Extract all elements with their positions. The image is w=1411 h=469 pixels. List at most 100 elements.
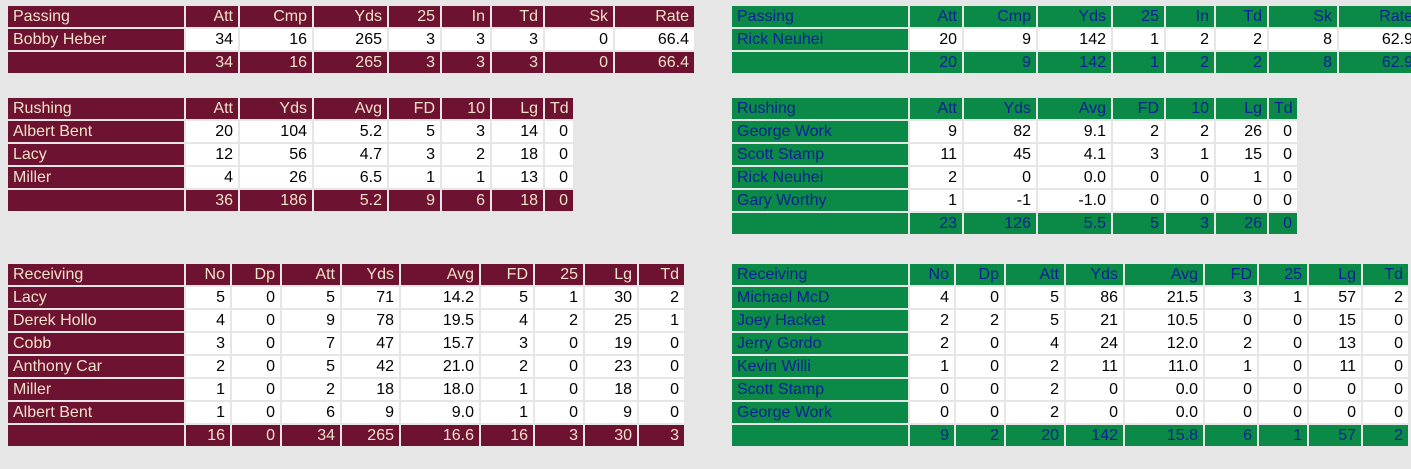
stat-cell: 21.0 [401,356,479,377]
column-header: FD [389,98,440,119]
stat-cell: 1 [1166,144,1214,165]
stat-cell: 23 [585,356,637,377]
column-header: Att [1006,264,1064,285]
stat-cell: 1 [1205,356,1257,377]
stat-cell: 0 [535,402,583,423]
column-header: Lg [585,264,637,285]
stat-cell: 5 [282,287,340,308]
table-row: Kevin Willi 1 0 2 11 11.0 1 0 11 0 [732,356,1408,377]
stat-cell: 2 [1166,29,1214,50]
table-row: Bobby Heber 34 16 265 3 3 3 0 66.4 [8,29,694,50]
totals-spacer [732,213,908,234]
table-row: Albert Bent 20 104 5.2 5 3 14 0 [8,121,573,142]
stat-cell: 1 [481,379,533,400]
stat-cell: 4 [1006,333,1064,354]
stat-cell: 14.2 [401,287,479,308]
column-header: No [910,264,954,285]
column-header: Yds [240,98,312,119]
stat-cell: 18 [342,379,399,400]
stat-cell: 78 [342,310,399,331]
stat-cell: 2 [1006,379,1064,400]
stat-cell: 9 [910,121,962,142]
stat-cell: 5 [282,356,340,377]
stat-cell: 56 [240,144,312,165]
table-row: Joey Hacket 2 2 5 21 10.5 0 0 15 0 [732,310,1408,331]
stat-cell: -1 [964,190,1036,211]
total-cell: 9 [964,52,1036,73]
table-row: Lacy 12 56 4.7 3 2 18 0 [8,144,573,165]
player-name: Scott Stamp [732,379,908,400]
totals-spacer [8,425,184,446]
stat-cell: 0 [639,356,684,377]
stat-cell: 2 [1216,29,1267,50]
total-cell: 20 [1006,425,1064,446]
stat-cell: 18.0 [401,379,479,400]
total-cell: 16 [186,425,230,446]
column-header: In [442,6,490,27]
stat-cell: 12.0 [1125,333,1203,354]
total-cell: 1 [1113,52,1164,73]
stat-cell: 0 [956,287,1004,308]
totals-spacer [8,52,184,73]
stat-cell: 0 [964,167,1036,188]
stat-cell: 0 [1259,356,1307,377]
stat-cell: 0 [232,356,280,377]
stat-cell: 3 [186,333,230,354]
stat-cell: 2 [1006,356,1064,377]
column-header: Att [910,98,962,119]
total-cell: 3 [492,52,543,73]
player-name: Scott Stamp [732,144,908,165]
stat-cell: 6 [282,402,340,423]
section-title: Passing [732,6,908,27]
total-cell: 16.6 [401,425,479,446]
stat-cell: 0 [1269,190,1297,211]
stat-cell: 0 [1205,402,1257,423]
column-header: Att [282,264,340,285]
totals-spacer [8,190,184,211]
stat-cell: 1 [910,190,962,211]
stat-cell: 0 [1363,356,1408,377]
total-cell: 2 [1216,52,1267,73]
total-cell: 34 [186,52,238,73]
stat-cell: 7 [282,333,340,354]
stat-cell: 3 [442,29,490,50]
table-row: Gary Worthy 1 -1 -1.0 0 0 0 0 [732,190,1297,211]
total-cell: 9 [389,190,440,211]
stat-cell: 47 [342,333,399,354]
table-row: Miller 4 26 6.5 1 1 13 0 [8,167,573,188]
table-header-row: Passing Att Cmp Yds 25 In Td Sk Rate [732,6,1411,27]
home-passing-table: Passing Att Cmp Yds 25 In Td Sk Rate Bob… [6,4,696,75]
stat-cell: 5 [1006,287,1064,308]
total-cell: 0 [232,425,280,446]
column-header: Cmp [240,6,312,27]
column-header: 25 [389,6,440,27]
stat-cell: 10.5 [1125,310,1203,331]
stat-cell: 2 [1363,287,1408,308]
total-cell: 30 [585,425,637,446]
home-rushing-table: Rushing Att Yds Avg FD 10 Lg Td Albert B… [6,96,575,213]
stat-cell: 0 [1066,379,1123,400]
stat-cell: 0 [910,379,954,400]
column-header: Att [186,98,238,119]
section-title: Passing [8,6,184,27]
total-cell: 57 [1309,425,1361,446]
player-name: Gary Worthy [732,190,908,211]
away-passing-table: Passing Att Cmp Yds 25 In Td Sk Rate Ric… [730,4,1411,75]
player-name: Jerry Gordo [732,333,908,354]
stat-cell: 8 [1269,29,1337,50]
table-row: Michael McD 4 0 5 86 21.5 3 1 57 2 [732,287,1408,308]
column-header: 10 [1166,98,1214,119]
stat-cell: 0 [1205,379,1257,400]
table-row: Miller 1 0 2 18 18.0 1 0 18 0 [8,379,684,400]
stat-cell: 0 [1309,379,1361,400]
stat-cell: 0 [956,402,1004,423]
stat-cell: 9 [585,402,637,423]
stat-cell: 4 [186,310,230,331]
stat-cell: 1 [442,167,490,188]
stat-cell: 2 [282,379,340,400]
total-cell: 0 [1269,213,1297,234]
table-row: George Work 9 82 9.1 2 2 26 0 [732,121,1297,142]
player-name: Lacy [8,287,184,308]
column-header: 25 [1113,6,1164,27]
stat-cell: 11 [1309,356,1361,377]
